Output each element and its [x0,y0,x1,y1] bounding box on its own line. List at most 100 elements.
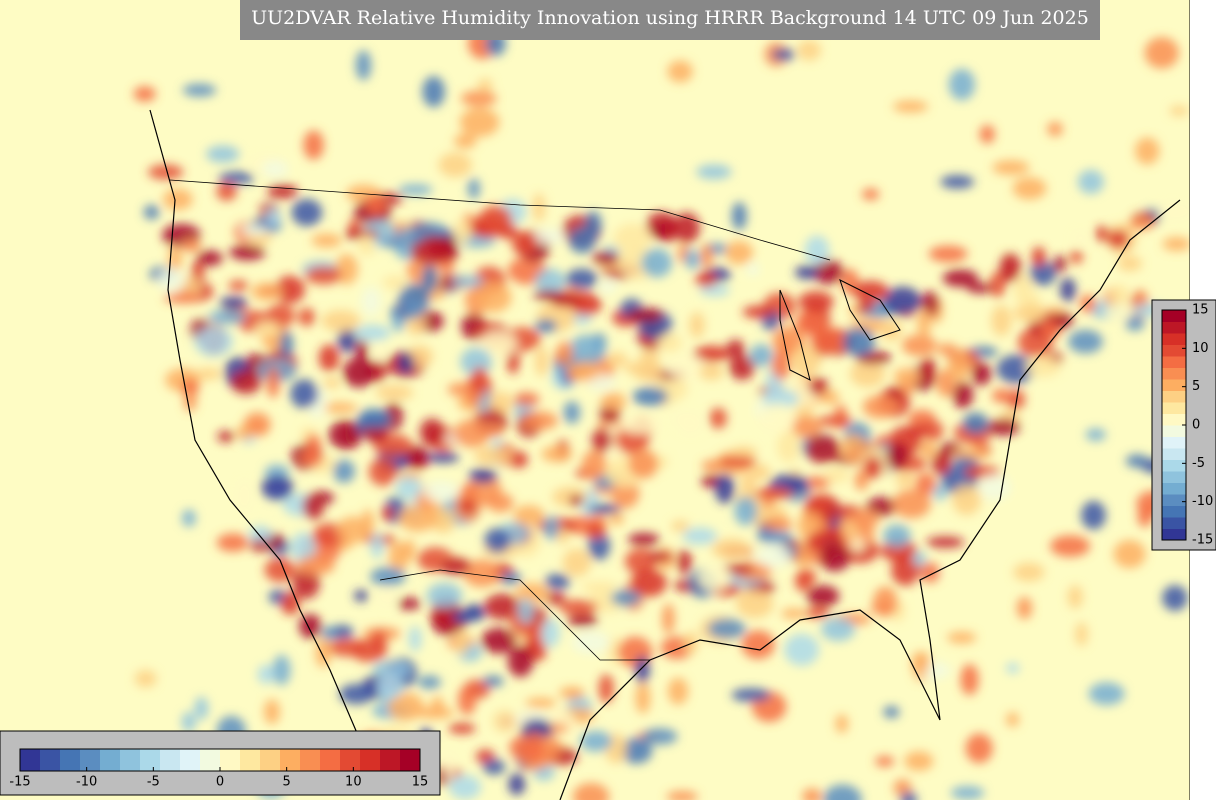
field-blob [440,557,471,575]
field-blob [558,686,585,699]
field-blob [206,145,240,163]
field-blob [992,160,1030,175]
field-blob [736,589,774,619]
field-blob [311,233,342,248]
field-blob [381,505,394,522]
field-blob [563,401,581,424]
colorbar-swatch [320,749,341,771]
field-blob [474,446,512,466]
colorbar-swatch [1162,379,1186,391]
field-blob [457,685,477,716]
field-blob [698,364,724,380]
colorbar-tick-label: -10 [1192,494,1213,509]
field-blob [478,331,518,358]
field-blob [749,344,773,367]
field-blob [581,450,607,481]
colorbar-tick-label: 10 [1192,341,1209,356]
field-blob [673,212,700,244]
field-blob [467,178,480,200]
field-blob [1088,682,1125,706]
field-blob [163,188,193,211]
field-blob [357,408,392,429]
field-blob [487,493,514,513]
field-blob [808,377,829,396]
field-blob [250,539,268,552]
colorbar-swatch [1162,367,1186,380]
field-blob [952,381,974,409]
field-blob [587,531,611,561]
field-blob [586,373,616,391]
colorbar-swatch [340,749,361,771]
colorbar-tick-label: 5 [283,775,291,790]
field-blob [217,430,235,443]
field-blob [357,234,376,256]
field-blob [999,253,1022,283]
field-blob [366,194,386,216]
field-blob [1162,585,1188,611]
colorbar-swatch [1162,436,1186,449]
field-blob [460,347,493,376]
field-blob [303,130,324,160]
field-blob [571,631,611,654]
field-blob [454,133,477,149]
field-blob [565,268,598,290]
field-blob [448,723,476,734]
field-blob [731,202,747,230]
colorbar-swatch [1162,517,1186,529]
field-blob [921,420,944,441]
field-blob [901,334,937,357]
colorbar-swatch [120,749,141,771]
field-blob [556,341,574,367]
field-blob [756,530,793,545]
field-blob [627,307,664,323]
field-blob [1006,662,1020,674]
field-blob [532,228,566,245]
field-blob [524,731,544,764]
field-blob [532,193,546,222]
field-blob [684,249,701,270]
field-blob [699,284,730,297]
field-blob [195,368,222,380]
colorbar-tick-label: -15 [1192,533,1213,548]
field-blob [339,683,375,705]
field-blob [950,786,985,800]
colorbar-swatch [240,749,261,771]
colorbar-swatch [1162,333,1186,345]
field-blob [454,629,470,655]
field-blob [513,392,540,407]
field-blob [598,674,614,704]
field-blob [620,414,660,435]
field-blob [820,390,840,405]
field-blob [792,416,823,439]
colorbar-tick-label: -5 [1192,456,1205,471]
field-blob [1060,277,1076,302]
field-blob [182,239,202,253]
field-blob [635,682,651,714]
field-blob [229,244,266,261]
field-blob [952,484,981,516]
field-blob [1081,500,1106,530]
field-blob [757,403,798,432]
field-blob [648,551,673,563]
field-blob [302,493,325,520]
colorbar-swatch [100,749,121,771]
field-blob [667,60,693,83]
field-blob [971,362,992,386]
field-blob [377,588,397,605]
field-blob [1067,585,1083,609]
field-blob [730,446,758,459]
field-blob [1006,389,1026,410]
field-blob [642,728,678,745]
field-blob [454,419,490,448]
field-blob [1085,428,1106,441]
field-blob [592,251,619,265]
field-blob [850,508,880,529]
colorbar-swatch [140,749,161,771]
border [169,179,831,261]
field-blob [585,523,605,539]
colorbar-horizontal: -15 -10 -5 0 5 10 15 [9,748,428,790]
field-blob [960,664,979,696]
field-blob [545,591,566,605]
field-blob [711,538,751,560]
field-blob [707,618,746,639]
